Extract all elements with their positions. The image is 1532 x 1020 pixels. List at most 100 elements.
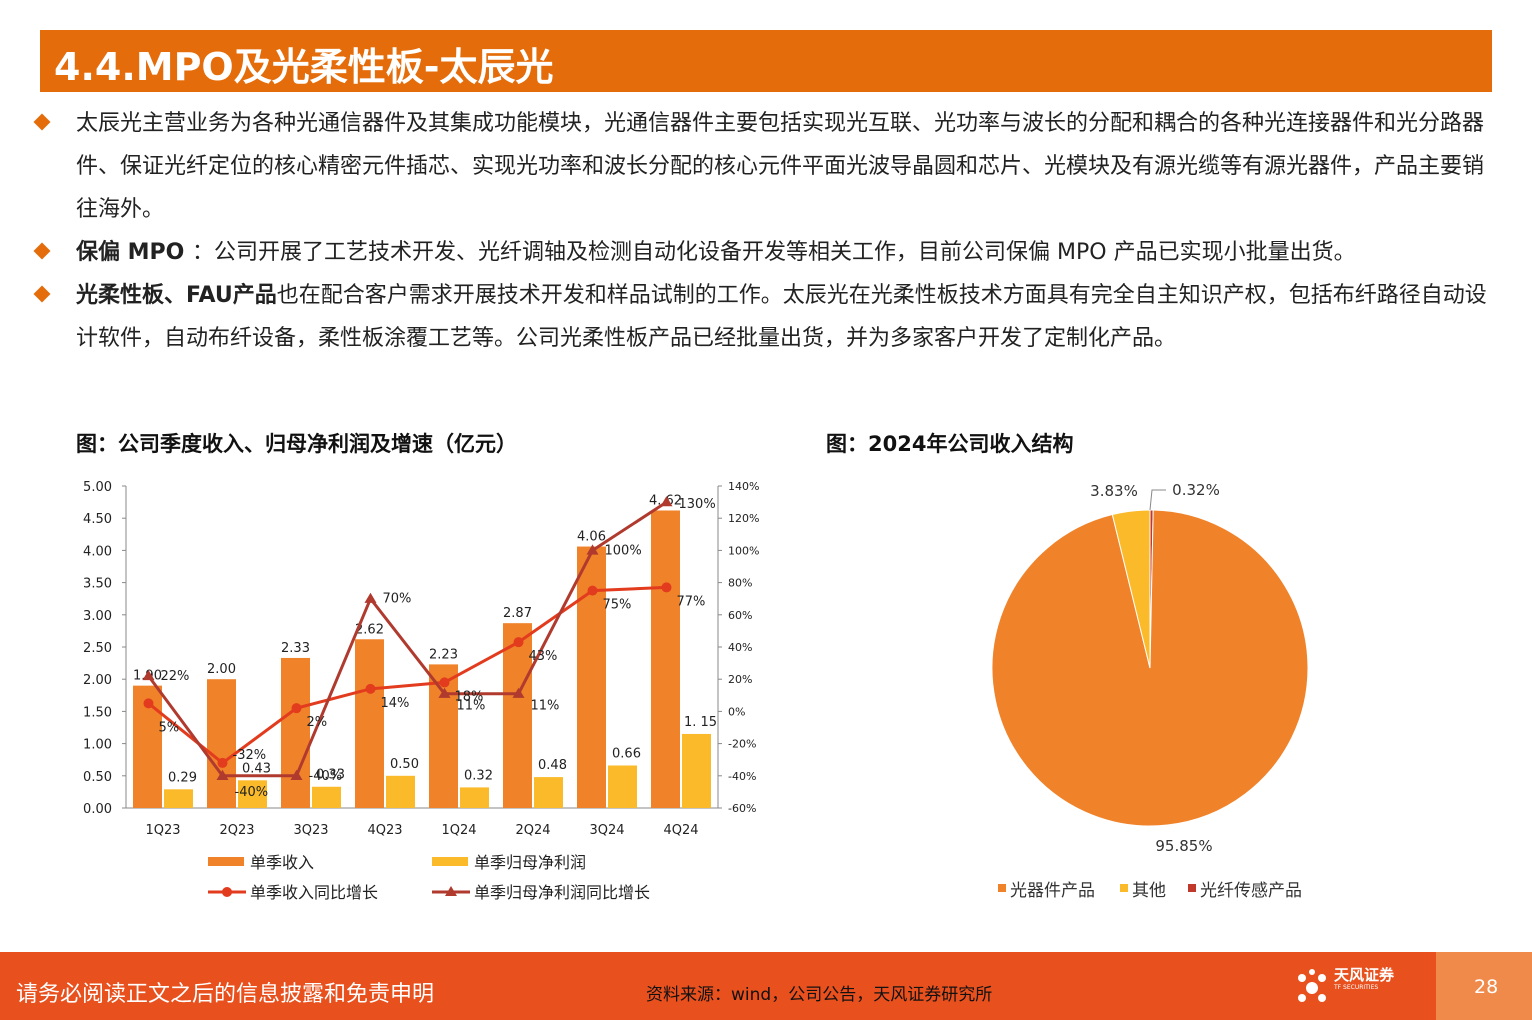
left-axis-tick-label: 0.50 bbox=[83, 770, 112, 785]
pie-value-label: 95.85% bbox=[1155, 837, 1212, 855]
legend-label: 光器件产品 bbox=[1010, 881, 1095, 901]
net-profit-bar bbox=[238, 780, 267, 808]
section-title: 4.4.MPO及光柔性板-太辰光 bbox=[54, 45, 554, 89]
right-axis-tick-label: 80% bbox=[728, 577, 752, 590]
right-axis-tick-label: 20% bbox=[728, 673, 752, 686]
left-axis-tick-label: 5.00 bbox=[83, 480, 112, 495]
revenue-growth-data-label: 2% bbox=[307, 715, 328, 730]
left-axis-tick-label: 2.50 bbox=[83, 641, 112, 656]
legend-label: 单季收入 bbox=[250, 853, 314, 872]
revenue-growth-data-label: 43% bbox=[529, 649, 558, 664]
net-profit-growth-marker bbox=[142, 669, 155, 681]
net-profit-data-label: 0.48 bbox=[538, 758, 567, 773]
logo-text: 天风证券 bbox=[1334, 966, 1395, 984]
net-profit-growth-marker bbox=[364, 592, 377, 603]
revenue-growth-marker bbox=[217, 757, 228, 768]
net-profit-growth-marker bbox=[438, 687, 451, 698]
net-profit-growth-marker bbox=[660, 496, 673, 507]
revenue-growth-marker bbox=[661, 582, 672, 593]
diamond-bullet-icon bbox=[33, 242, 51, 260]
left-axis-tick-label: 3.50 bbox=[83, 577, 112, 592]
quarterly-combo-chart: 0.00 0.50 1.00 1.50 2.00 2.50 3.00 3.50 4.00 4.50… bbox=[83, 480, 759, 902]
legend-swatch bbox=[432, 857, 468, 866]
bullet-item: 太辰光主营业务为各种光通信器件及其集成功能模块，光通信器件主要包括实现光互联、光… bbox=[30, 102, 1500, 231]
net-profit-bar bbox=[608, 765, 637, 808]
right-axis-tick-label: -40% bbox=[728, 770, 756, 783]
left-axis-tick-label: 1.50 bbox=[83, 705, 112, 720]
page-number: 28 bbox=[1474, 976, 1499, 998]
legend-marker bbox=[222, 887, 232, 897]
right-axis-tick-label: -60% bbox=[728, 802, 756, 815]
right-axis-tick-label: 40% bbox=[728, 641, 752, 654]
net-profit-bar bbox=[534, 777, 563, 808]
legend-swatch bbox=[998, 884, 1006, 892]
revenue-structure-pie-chart: 95.85% 3.83% 0.32% 光器件产品 其他 光纤传感产品 bbox=[991, 481, 1309, 901]
net-profit-bar bbox=[386, 775, 415, 808]
bullet-text: 太辰光主营业务为各种光通信器件及其集成功能模块，光通信器件主要包括实现光互联、光… bbox=[76, 111, 1485, 222]
revenue-data-label: 2.23 bbox=[429, 647, 458, 662]
revenue-growth-data-label: 5% bbox=[159, 720, 180, 735]
footer-bar: 请务必阅读正文之后的信息披露和免责申明 资料来源：wind，公司公告，天风证券研… bbox=[0, 952, 1532, 1020]
net-profit-data-label: 0.29 bbox=[168, 770, 197, 785]
revenue-growth-marker bbox=[513, 637, 524, 648]
pie-value-label: 0.32% bbox=[1172, 481, 1220, 499]
legend-label: 其他 bbox=[1132, 881, 1166, 901]
revenue-growth-line bbox=[147, 585, 667, 765]
right-axis-tick-label: 120% bbox=[728, 512, 759, 525]
revenue-growth-data-label: 14% bbox=[381, 696, 410, 711]
legend-marker bbox=[445, 886, 457, 896]
revenue-growth-marker bbox=[439, 677, 450, 688]
revenue-growth-data-label: 77% bbox=[677, 594, 706, 609]
right-axis-tick-label: 140% bbox=[728, 480, 759, 493]
revenue-growth-marker bbox=[587, 585, 598, 596]
net-profit-bar bbox=[312, 786, 341, 808]
legend-swatch bbox=[1188, 884, 1196, 892]
legend-swatch bbox=[1120, 884, 1128, 892]
net-profit-bar bbox=[682, 733, 711, 808]
bullet-heading: 光柔性板、FAU产品 bbox=[76, 283, 277, 308]
left-axis-tick-label: 3.00 bbox=[83, 609, 112, 624]
right-axis-tick-label: 60% bbox=[728, 609, 752, 622]
net-profit-growth-data-label: 70% bbox=[383, 592, 412, 607]
right-axis-tick-label: 0% bbox=[728, 705, 745, 718]
x-axis-tick-label: 2Q23 bbox=[219, 823, 254, 838]
net-profit-growth-marker bbox=[512, 687, 525, 698]
source-text: 资料来源：wind，公司公告，天风证券研究所 bbox=[646, 985, 993, 1005]
legend-swatch bbox=[208, 857, 244, 866]
net-profit-growth-data-label: 22% bbox=[161, 669, 190, 684]
diamond-bullet-icon bbox=[33, 113, 51, 131]
net-profit-data-label: 0.32 bbox=[464, 768, 493, 783]
x-axis-tick-label: 4Q23 bbox=[367, 823, 402, 838]
net-profit-bar bbox=[460, 787, 489, 808]
revenue-data-label: 2.00 bbox=[207, 662, 236, 677]
left-figure-title: 图：公司季度收入、归母净利润及增速（亿元） bbox=[76, 432, 517, 456]
revenue-bar bbox=[281, 657, 310, 808]
net-profit-data-label: 0.43 bbox=[242, 761, 271, 776]
x-axis-tick-label: 2Q24 bbox=[515, 823, 550, 838]
left-axis-tick-label: 1.00 bbox=[83, 738, 112, 753]
net-profit-growth-marker bbox=[216, 769, 229, 780]
left-axis-tick-label: 0.00 bbox=[83, 802, 112, 817]
revenue-data-label: 4.06 bbox=[577, 530, 606, 545]
revenue-bar bbox=[503, 623, 532, 808]
bullet-text: ：公司开展了工艺技术开发、光纤调轴及检测自动化设备开发等相关工作，目前公司保偏 … bbox=[192, 240, 1356, 265]
left-axis-tick-label: 4.00 bbox=[83, 544, 112, 559]
x-axis-tick-label: 3Q23 bbox=[293, 823, 328, 838]
net-profit-data-label: 0.33 bbox=[316, 768, 345, 783]
revenue-growth-data-label: -32% bbox=[233, 748, 267, 763]
revenue-bar bbox=[429, 664, 458, 808]
net-profit-growth-data-label: 11% bbox=[457, 699, 486, 714]
revenue-bar bbox=[651, 510, 680, 808]
revenue-data-label: 2.33 bbox=[281, 641, 310, 656]
revenue-growth-data-label: 18% bbox=[455, 689, 484, 704]
revenue-data-label: 2.62 bbox=[355, 622, 384, 637]
logo-subtext: TF SECURITIES bbox=[1334, 984, 1379, 991]
page-number-box bbox=[1436, 952, 1532, 1020]
net-profit-data-label: 0.66 bbox=[612, 746, 641, 761]
net-profit-growth-data-label: -40% bbox=[235, 785, 269, 800]
net-profit-growth-data-label: 100% bbox=[605, 543, 642, 558]
net-profit-growth-data-label: 130% bbox=[679, 497, 716, 512]
section-title-bar: 4.4.MPO及光柔性板-太辰光 bbox=[40, 30, 1492, 92]
bullet-item: 保偏 MPO ：公司开展了工艺技术开发、光纤调轴及检测自动化设备开发等相关工作，… bbox=[30, 231, 1500, 274]
bullet-list: 太辰光主营业务为各种光通信器件及其集成功能模块，光通信器件主要包括实现光互联、光… bbox=[30, 102, 1500, 360]
